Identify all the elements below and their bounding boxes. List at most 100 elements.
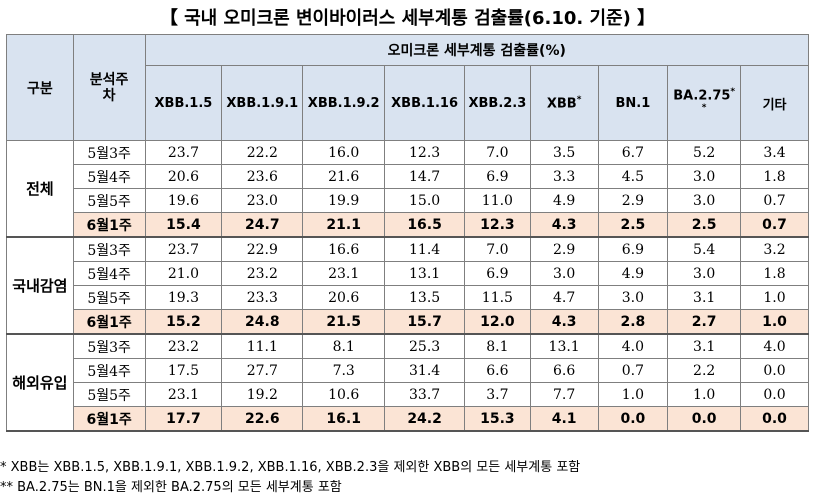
rate-cell: 23.2 (144, 333, 223, 359)
variant-header-2: XBB.1.9.2 (302, 65, 386, 141)
variant-label: XBB.1.9.2 (307, 95, 380, 111)
rate-cell: 20.6 (302, 285, 386, 310)
variant-header-0: XBB.1.5 (144, 65, 223, 141)
rate-cell: 6.9 (597, 236, 669, 262)
rate-cell: 23.6 (221, 164, 304, 189)
rate-cell: 11.1 (221, 333, 304, 359)
week-cell: 6월1주 (72, 212, 146, 238)
rate-cell: 3.5 (529, 140, 599, 165)
rate-cell: 15.3 (464, 406, 531, 432)
table-row: 5월5주 19.3 23.3 20.6 13.5 11.5 4.7 3.0 3.1 1.0 (7, 285, 809, 310)
rate-cell: 23.1 (144, 382, 223, 407)
rate-cell: 0.7 (740, 188, 809, 213)
variant-label: XBB.1.16 (391, 95, 459, 111)
rate-cell: 21.6 (302, 164, 386, 189)
variant-label: XBB (546, 96, 577, 112)
variant-detection-table: 구분 분석주 차 오미크론 세부계통 검출률(%) XBB.1.5 XBB.1.9… (6, 34, 810, 432)
detection-rate-group-header: 오미크론 세부계통 검출률(%) (144, 34, 810, 66)
rate-cell: 4.9 (597, 261, 669, 286)
rate-cell: 1.8 (740, 164, 809, 189)
rate-cell: 20.6 (144, 164, 223, 189)
rate-cell: 22.2 (221, 140, 304, 165)
week-cell: 5월3주 (72, 236, 146, 262)
rate-cell: 15.4 (144, 212, 223, 238)
variant-header-5: XBB* (529, 65, 599, 141)
week-cell: 5월4주 (72, 358, 146, 383)
rate-cell: 15.7 (384, 309, 466, 335)
table-row: 6월1주 15.2 24.8 21.5 15.7 12.0 4.3 2.8 2.7 1.0 (7, 309, 809, 335)
rate-cell: 13.1 (529, 333, 599, 359)
rate-cell: 22.6 (221, 406, 304, 432)
variant-label: 기타 (762, 97, 787, 113)
rate-cell: 23.0 (221, 188, 304, 213)
rate-cell: 31.4 (384, 358, 466, 383)
rate-cell: 19.2 (221, 382, 304, 407)
rate-cell: 19.3 (144, 285, 223, 310)
variant-header-3: XBB.1.16 (384, 65, 466, 141)
rate-cell: 4.5 (597, 164, 669, 189)
rate-cell: 27.7 (221, 358, 304, 383)
rate-cell: 3.3 (529, 164, 599, 189)
rate-cell: 6.9 (464, 261, 531, 286)
table-row: 6월1주 15.4 24.7 21.1 16.5 12.3 4.3 2.5 2.5 0.7 (7, 212, 809, 238)
rate-cell: 1.0 (667, 382, 742, 407)
variant-label: XBB.1.9.1 (226, 95, 299, 111)
table-title: 【 국내 오미크론 변이바이러스 세부계통 검출률(6.10. 기준) 】 (159, 8, 656, 29)
rate-cell: 16.0 (302, 140, 386, 165)
rate-cell: 2.8 (597, 309, 669, 335)
week-cell: 5월4주 (72, 164, 146, 189)
rate-cell: 4.3 (529, 309, 599, 335)
rate-cell: 6.6 (464, 358, 531, 383)
variant-header-8: 기타 (740, 65, 809, 141)
week-cell: 6월1주 (72, 406, 146, 432)
rate-cell: 13.5 (384, 285, 466, 310)
rate-cell: 23.3 (221, 285, 304, 310)
footnote-mark: * (576, 94, 582, 105)
footnote-mark: * * (701, 86, 736, 113)
rate-cell: 19.6 (144, 188, 223, 213)
rate-cell: 12.0 (464, 309, 531, 335)
rate-cell: 7.0 (464, 140, 531, 165)
table-row: 6월1주 17.7 22.6 16.1 24.2 15.3 4.1 0.0 0.0 0.0 (7, 406, 809, 432)
rate-cell: 3.1 (667, 333, 742, 359)
rate-cell: 13.1 (384, 261, 466, 286)
rate-cell: 21.5 (302, 309, 386, 335)
rate-cell: 0.0 (740, 382, 809, 407)
rate-cell: 19.9 (302, 188, 386, 213)
rate-cell: 3.4 (740, 140, 809, 165)
footnote-xbb: * XBB는 XBB.1.5, XBB.1.9.1, XBB.1.9.2, XB… (0, 460, 581, 475)
table-row: 5월4주 20.6 23.6 21.6 14.7 6.9 3.3 4.5 3.0 1.8 (7, 164, 809, 189)
rate-cell: 0.0 (597, 406, 669, 432)
rate-cell: 12.3 (464, 212, 531, 238)
variant-header-1: XBB.1.9.1 (221, 65, 304, 141)
rate-cell: 2.2 (667, 358, 742, 383)
table-row: 국내감염 5월3주 23.7 22.9 16.6 11.4 7.0 2.9 6.9 5.4 3.2 (6, 236, 809, 335)
rate-cell: 3.0 (667, 164, 742, 189)
rate-cell: 25.3 (384, 333, 466, 359)
table-row: 5월4주 21.0 23.2 23.1 13.1 6.9 3.0 4.9 3.0 1.8 (7, 261, 809, 286)
group-label: 전체 (6, 140, 74, 238)
week-cell: 5월4주 (72, 261, 146, 286)
rate-cell: 22.9 (221, 236, 304, 262)
rate-cell: 0.0 (740, 406, 809, 432)
week-cell: 6월1주 (72, 309, 146, 335)
rate-cell: 21.1 (302, 212, 386, 238)
rate-cell: 2.5 (597, 212, 669, 238)
rate-cell: 3.1 (667, 285, 742, 310)
rate-cell: 1.0 (597, 382, 669, 407)
rate-cell: 2.9 (597, 188, 669, 213)
rate-cell: 23.1 (302, 261, 386, 286)
rate-cell: 8.1 (464, 333, 531, 359)
week-cell: 5월5주 (72, 285, 146, 310)
rate-cell: 4.1 (529, 406, 599, 432)
rate-cell: 4.0 (597, 333, 669, 359)
rate-cell: 16.5 (384, 212, 466, 238)
rate-cell: 1.0 (740, 309, 809, 335)
table-row: 5월4주 17.5 27.7 7.3 31.4 6.6 6.6 0.7 2.2 0.0 (7, 358, 809, 383)
week-cell: 5월3주 (72, 140, 146, 165)
variant-header-4: XBB.2.3 (464, 65, 531, 141)
rate-cell: 11.0 (464, 188, 531, 213)
rate-cell: 7.0 (464, 236, 531, 262)
rate-cell: 4.7 (529, 285, 599, 310)
rate-cell: 8.1 (302, 333, 386, 359)
